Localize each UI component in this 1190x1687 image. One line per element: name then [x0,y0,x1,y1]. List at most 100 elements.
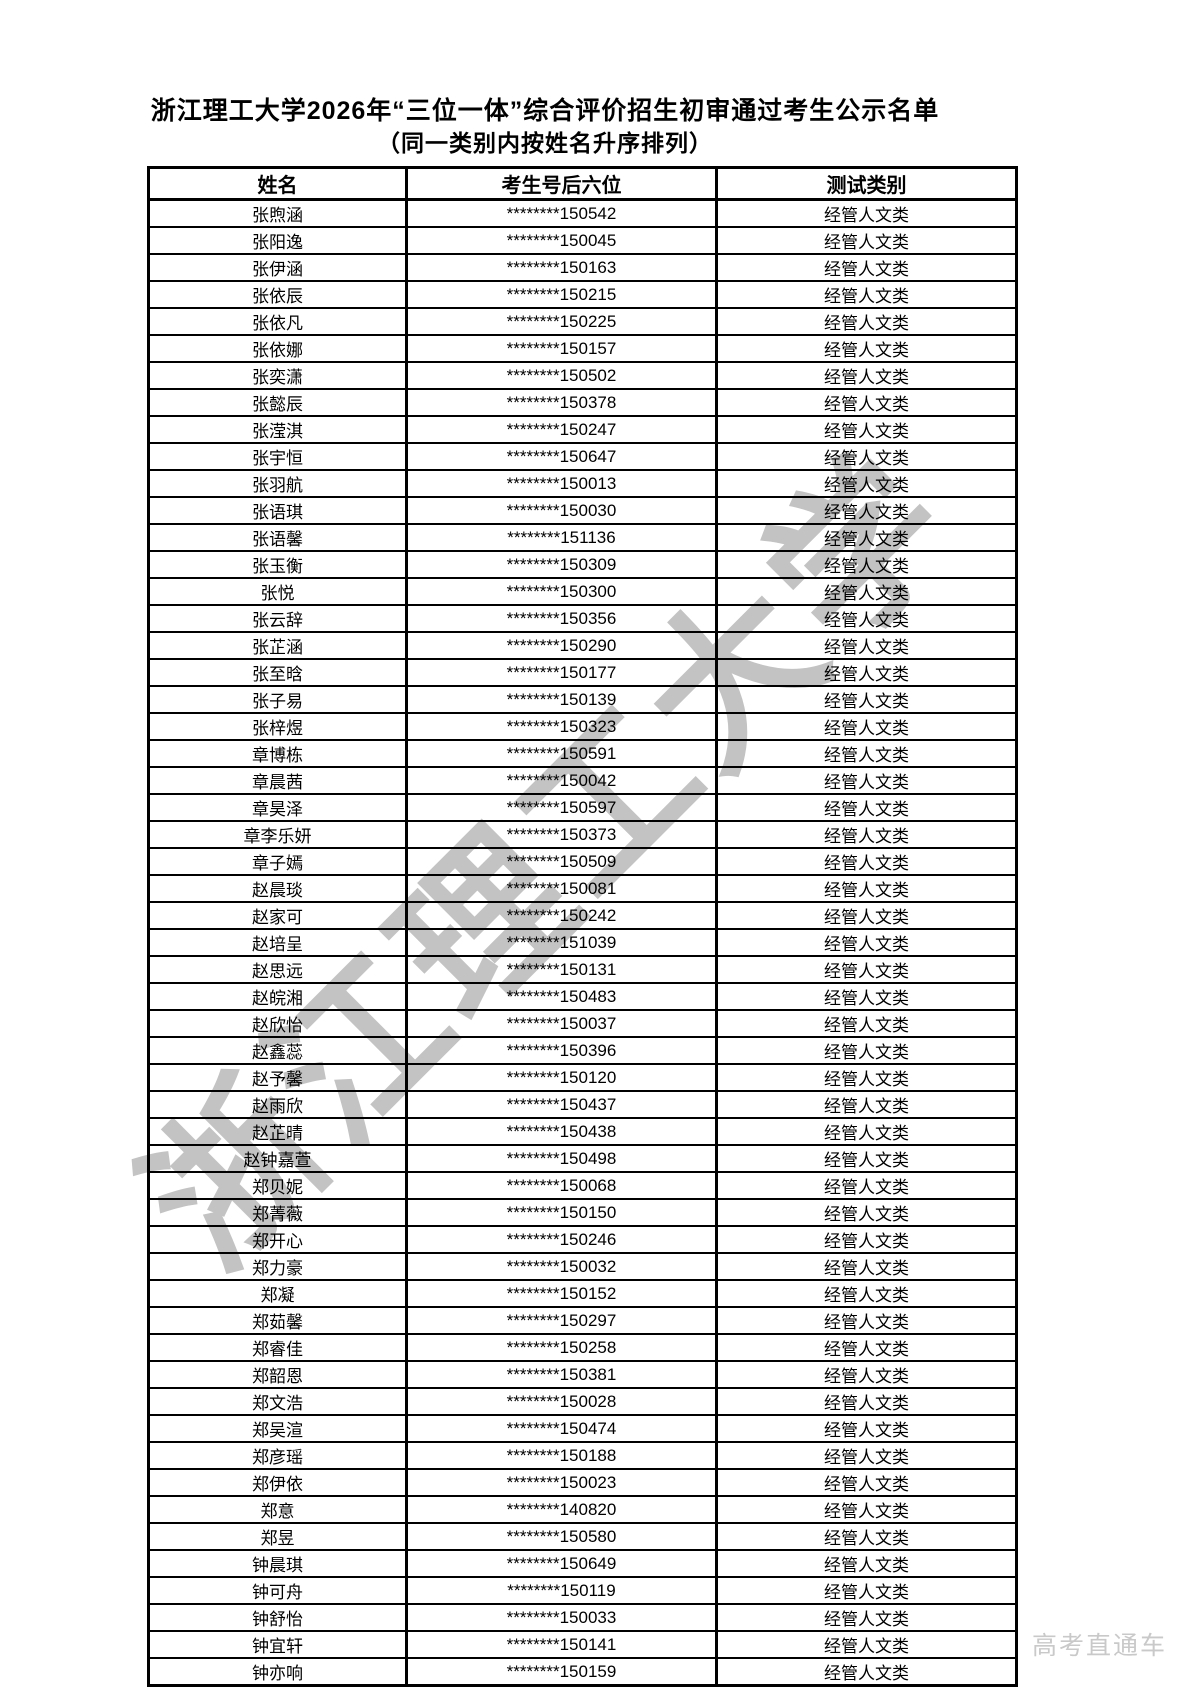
candidate-name-cell: 赵思远 [147,955,408,984]
candidate-number-cell: ********150119 [405,1576,718,1605]
candidate-number-cell: ********150045 [405,226,718,255]
candidate-number-cell: ********150309 [405,550,718,579]
test-category-cell: 经管人文类 [715,1117,1018,1146]
test-category-cell: 经管人文类 [715,1576,1018,1605]
candidate-name-cell: 郑贝妮 [147,1171,408,1200]
table-row: 钟宜轩 ********150141 经管人文类 [147,1630,1018,1659]
candidate-number-cell: ********150023 [405,1468,718,1497]
table-row: 张语琪 ********150030 经管人文类 [147,496,1018,525]
test-category-cell: 经管人文类 [715,955,1018,984]
candidate-number-cell: ********150152 [405,1279,718,1308]
table-row: 郑睿佳 ********150258 经管人文类 [147,1333,1018,1362]
candidate-name-cell: 郑彦瑶 [147,1441,408,1470]
test-category-cell: 经管人文类 [715,361,1018,390]
candidate-name-cell: 章晨茜 [147,766,408,795]
test-category-cell: 经管人文类 [715,631,1018,660]
table-row: 郑意 ********140820 经管人文类 [147,1495,1018,1524]
candidate-name-cell: 赵鑫蕊 [147,1036,408,1065]
candidate-number-cell: ********151136 [405,523,718,552]
candidate-name-cell: 张奕潇 [147,361,408,390]
candidate-name-cell: 张依娜 [147,334,408,363]
test-category-cell: 经管人文类 [715,1603,1018,1632]
candidate-number-cell: ********150032 [405,1252,718,1281]
candidate-name-cell: 郑吴渲 [147,1414,408,1443]
candidate-name-cell: 郑菁薇 [147,1198,408,1227]
table-row: 赵培呈 ********151039 经管人文类 [147,928,1018,957]
table-row: 郑昱 ********150580 经管人文类 [147,1522,1018,1551]
test-category-cell: 经管人文类 [715,1495,1018,1524]
candidate-number-cell: ********150647 [405,442,718,471]
test-category-cell: 经管人文类 [715,1198,1018,1227]
table-row: 章博栋 ********150591 经管人文类 [147,739,1018,768]
candidate-number-cell: ********150033 [405,1603,718,1632]
test-category-cell: 经管人文类 [715,793,1018,822]
table-row: 张懿辰 ********150378 经管人文类 [147,388,1018,417]
test-category-cell: 经管人文类 [715,712,1018,741]
candidate-number-cell: ********150120 [405,1063,718,1092]
test-category-cell: 经管人文类 [715,469,1018,498]
table-row: 赵予馨 ********150120 经管人文类 [147,1063,1018,1092]
candidate-name-cell: 张阳逸 [147,226,408,255]
candidate-number-cell: ********150159 [405,1657,718,1687]
candidate-name-cell: 钟可舟 [147,1576,408,1605]
name-column-header: 姓名 [147,166,408,201]
test-category-cell: 经管人文类 [715,766,1018,795]
test-category-cell: 经管人文类 [715,577,1018,606]
table-body: 张煦涵 ********150542 经管人文类 张阳逸 ********150045 经… [147,198,1018,1687]
table-row: 章子嫣 ********150509 经管人文类 [147,847,1018,876]
table-row: 赵思远 ********150131 经管人文类 [147,955,1018,984]
test-category-cell: 经管人文类 [715,1414,1018,1443]
candidate-name-cell: 张梓煜 [147,712,408,741]
candidate-number-cell: ********150068 [405,1171,718,1200]
table-row: 赵雨欣 ********150437 经管人文类 [147,1090,1018,1119]
table-row: 张云辞 ********150356 经管人文类 [147,604,1018,633]
test-category-cell: 经管人文类 [715,1063,1018,1092]
table-row: 张滢淇 ********150247 经管人文类 [147,415,1018,444]
candidate-number-cell: ********150028 [405,1387,718,1416]
table-row: 章昊泽 ********150597 经管人文类 [147,793,1018,822]
test-category-cell: 经管人文类 [715,415,1018,444]
table-row: 郑菁薇 ********150150 经管人文类 [147,1198,1018,1227]
candidate-table: 姓名 考生号后六位 测试类别 张煦涵 ********150542 经管人文类 张阳逸 **… [147,166,1018,1687]
table-header-row: 姓名 考生号后六位 测试类别 [147,166,1018,201]
candidate-name-cell: 钟晨琪 [147,1549,408,1578]
candidate-name-cell: 郑文浩 [147,1387,408,1416]
candidate-number-cell: ********150141 [405,1630,718,1659]
test-category-cell: 经管人文类 [715,334,1018,363]
candidate-number-cell: ********151039 [405,928,718,957]
candidate-name-cell: 郑茹馨 [147,1306,408,1335]
test-category-cell: 经管人文类 [715,523,1018,552]
candidate-number-cell: ********150188 [405,1441,718,1470]
test-category-cell: 经管人文类 [715,1549,1018,1578]
table-row: 章李乐妍 ********150373 经管人文类 [147,820,1018,849]
candidate-number-cell: ********150356 [405,604,718,633]
candidate-number-cell: ********150509 [405,847,718,876]
table-row: 张伊涵 ********150163 经管人文类 [147,253,1018,282]
candidate-number-cell: ********150242 [405,901,718,930]
candidate-name-cell: 郑韶恩 [147,1360,408,1389]
table-row: 郑开心 ********150246 经管人文类 [147,1225,1018,1254]
candidate-number-cell: ********150381 [405,1360,718,1389]
candidate-name-cell: 郑凝 [147,1279,408,1308]
test-category-cell: 经管人文类 [715,1522,1018,1551]
candidate-name-cell: 张语馨 [147,523,408,552]
table-row: 赵皖湘 ********150483 经管人文类 [147,982,1018,1011]
candidate-number-cell: ********150246 [405,1225,718,1254]
candidate-name-cell: 张云辞 [147,604,408,633]
table-row: 郑伊依 ********150023 经管人文类 [147,1468,1018,1497]
test-category-cell: 经管人文类 [715,739,1018,768]
candidate-name-cell: 郑睿佳 [147,1333,408,1362]
test-category-cell: 经管人文类 [715,198,1018,228]
test-category-cell: 经管人文类 [715,1360,1018,1389]
candidate-name-cell: 章昊泽 [147,793,408,822]
candidate-name-cell: 赵欣怡 [147,1009,408,1038]
candidate-name-cell: 郑意 [147,1495,408,1524]
candidate-name-cell: 钟亦响 [147,1657,408,1687]
test-category-cell: 经管人文类 [715,226,1018,255]
test-category-cell: 经管人文类 [715,1171,1018,1200]
table-row: 章晨茜 ********150042 经管人文类 [147,766,1018,795]
test-category-cell: 经管人文类 [715,550,1018,579]
test-category-cell: 经管人文类 [715,820,1018,849]
table-row: 张子易 ********150139 经管人文类 [147,685,1018,714]
candidate-name-cell: 张滢淇 [147,415,408,444]
